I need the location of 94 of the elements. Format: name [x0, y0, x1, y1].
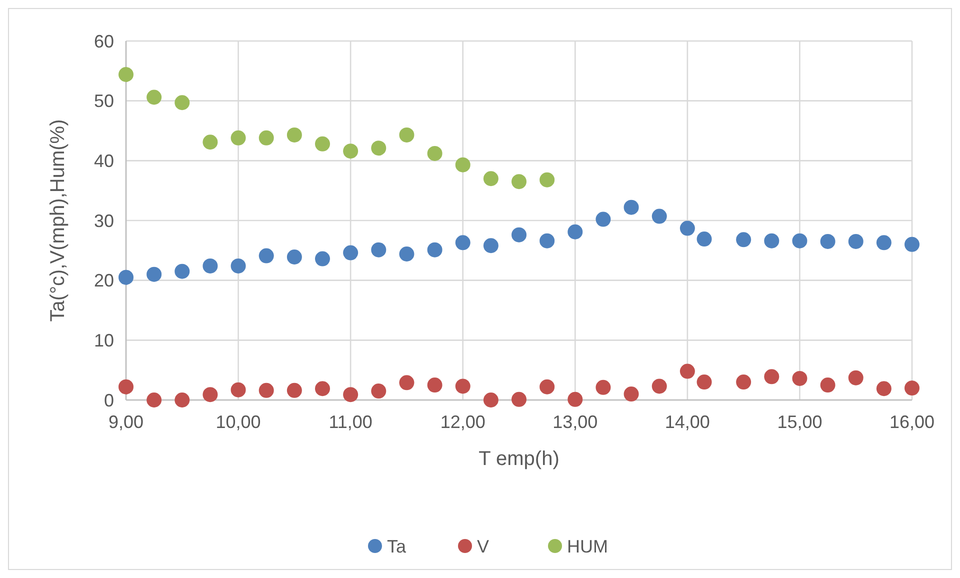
point — [399, 375, 414, 390]
point — [483, 392, 498, 408]
point — [315, 251, 330, 266]
point — [696, 232, 712, 247]
point — [286, 250, 302, 264]
y-tick-label: 60 — [94, 31, 114, 52]
legend-label: Ta — [387, 536, 407, 556]
point — [876, 381, 892, 396]
point — [512, 174, 526, 190]
point — [568, 392, 583, 407]
point — [174, 392, 190, 408]
point — [820, 378, 836, 393]
point — [568, 224, 583, 240]
point — [118, 379, 134, 394]
point — [230, 258, 246, 274]
point — [483, 238, 498, 254]
point — [848, 370, 864, 386]
legend-label: V — [477, 536, 490, 556]
point — [258, 248, 274, 264]
point — [399, 127, 414, 142]
point — [286, 127, 302, 142]
point — [792, 370, 808, 386]
y-tick-label: 30 — [94, 210, 114, 231]
x-tick-label: 11,00 — [328, 412, 372, 432]
point — [118, 67, 134, 82]
point — [736, 374, 752, 390]
point — [146, 90, 162, 105]
point — [230, 382, 246, 398]
point — [371, 140, 386, 156]
point — [343, 245, 358, 260]
point — [540, 379, 555, 394]
y-tick-label: 0 — [104, 390, 114, 410]
point — [455, 157, 470, 172]
point — [512, 392, 526, 407]
point — [736, 232, 752, 248]
point — [540, 172, 555, 188]
point — [315, 136, 330, 152]
point — [146, 266, 162, 282]
point — [427, 146, 442, 161]
point — [624, 386, 639, 402]
legend-label: HUM — [567, 536, 608, 556]
point — [286, 382, 302, 398]
point — [202, 134, 218, 150]
point — [174, 95, 190, 110]
point — [343, 144, 358, 159]
point — [596, 380, 611, 395]
point — [876, 235, 892, 250]
point — [118, 270, 134, 285]
point — [792, 233, 808, 248]
point — [652, 208, 667, 224]
point — [820, 234, 836, 249]
point — [680, 364, 695, 379]
x-axis-title: T emp(h) — [478, 448, 560, 470]
point — [696, 374, 712, 390]
point — [596, 212, 611, 227]
point — [371, 384, 386, 399]
x-tick-label: 9,00 — [108, 412, 144, 432]
point — [483, 171, 498, 186]
point — [258, 382, 274, 398]
point — [202, 387, 218, 402]
x-tick-label: 13,00 — [552, 412, 598, 432]
point — [371, 242, 386, 258]
point — [146, 392, 162, 408]
point — [512, 227, 526, 242]
point — [764, 233, 780, 248]
point — [848, 234, 864, 249]
x-tick-label: 12,00 — [440, 412, 486, 432]
point — [904, 236, 920, 252]
point — [624, 200, 639, 215]
point — [904, 380, 920, 396]
x-tick-label: 14,00 — [664, 412, 710, 432]
y-tick-label: 20 — [94, 270, 114, 291]
y-tick-label: 10 — [94, 330, 114, 350]
x-tick-label: 16,00 — [889, 412, 935, 432]
y-tick-label: 50 — [94, 91, 114, 112]
y-axis-title: Ta(°c),V(mph),Hum(%) — [47, 119, 69, 322]
x-tick-label: 10,00 — [216, 412, 261, 432]
point — [455, 235, 470, 250]
point — [343, 387, 358, 402]
point — [230, 130, 246, 146]
point — [258, 130, 274, 146]
point — [174, 264, 190, 279]
point — [540, 233, 555, 248]
point — [680, 220, 695, 236]
point — [427, 378, 442, 393]
y-tick-label: 40 — [94, 150, 114, 171]
point — [764, 369, 780, 384]
point — [455, 378, 470, 394]
point — [202, 258, 218, 274]
point — [315, 381, 330, 396]
point — [399, 246, 414, 262]
point — [652, 378, 667, 394]
point — [427, 242, 442, 258]
x-tick-label: 15,00 — [777, 412, 822, 432]
